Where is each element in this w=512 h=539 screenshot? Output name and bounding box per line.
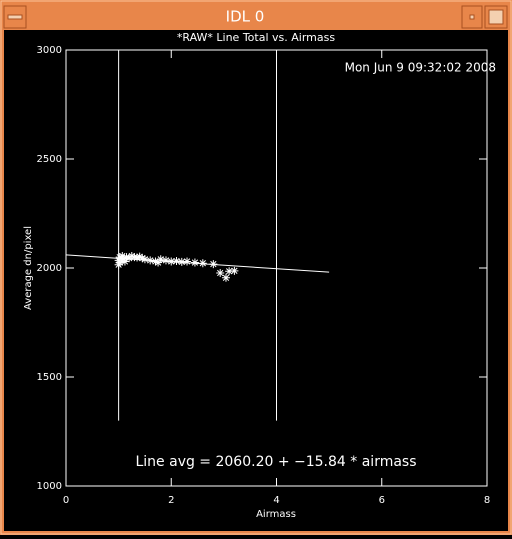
point xyxy=(135,252,144,261)
point xyxy=(209,260,218,269)
point xyxy=(172,257,181,266)
point xyxy=(120,257,129,266)
point xyxy=(221,273,230,282)
chart-title: *RAW* Line Total vs. Airmass xyxy=(177,31,335,44)
point xyxy=(177,257,186,266)
maximize-icon xyxy=(488,9,504,25)
point xyxy=(225,267,234,276)
y-axis-label: Average dn/pixel xyxy=(23,226,34,310)
point xyxy=(198,259,207,268)
point xyxy=(116,258,125,267)
x-tick-label: 6 xyxy=(379,495,385,506)
point xyxy=(230,266,239,275)
point xyxy=(146,256,155,265)
point xyxy=(138,254,147,263)
minimize-icon xyxy=(469,14,475,20)
point xyxy=(133,253,142,262)
point xyxy=(122,253,131,262)
y-tick-label: 3000 xyxy=(37,45,62,56)
x-tick-label: 8 xyxy=(484,495,490,506)
y-tick-label: 1000 xyxy=(37,481,62,492)
point xyxy=(161,256,170,265)
point xyxy=(118,252,127,261)
point xyxy=(127,252,136,261)
y-tick-label: 2500 xyxy=(37,154,62,165)
y-tick-label: 2000 xyxy=(37,263,62,274)
point xyxy=(190,258,199,267)
x-tick-label: 2 xyxy=(168,495,174,506)
point xyxy=(154,258,163,267)
x-tick-label: 0 xyxy=(63,495,69,506)
y-tick-label: 1500 xyxy=(37,372,62,383)
x-axis-label: Airmass xyxy=(256,509,296,520)
menu-button-icon xyxy=(7,14,23,20)
fit-line xyxy=(65,254,330,273)
point xyxy=(167,257,176,266)
point xyxy=(117,254,126,263)
point xyxy=(151,257,160,266)
point xyxy=(156,255,165,264)
plot-canvas xyxy=(4,30,508,531)
timestamp: Mon Jun 9 09:32:02 2008 xyxy=(345,61,496,75)
point xyxy=(183,257,192,266)
point xyxy=(216,269,225,278)
x-tick-label: 4 xyxy=(273,495,279,506)
point xyxy=(140,255,149,264)
fit-equation: Line avg = 2060.20 + −15.84 * airmass xyxy=(135,454,416,470)
window-title: IDL 0 xyxy=(226,8,265,26)
